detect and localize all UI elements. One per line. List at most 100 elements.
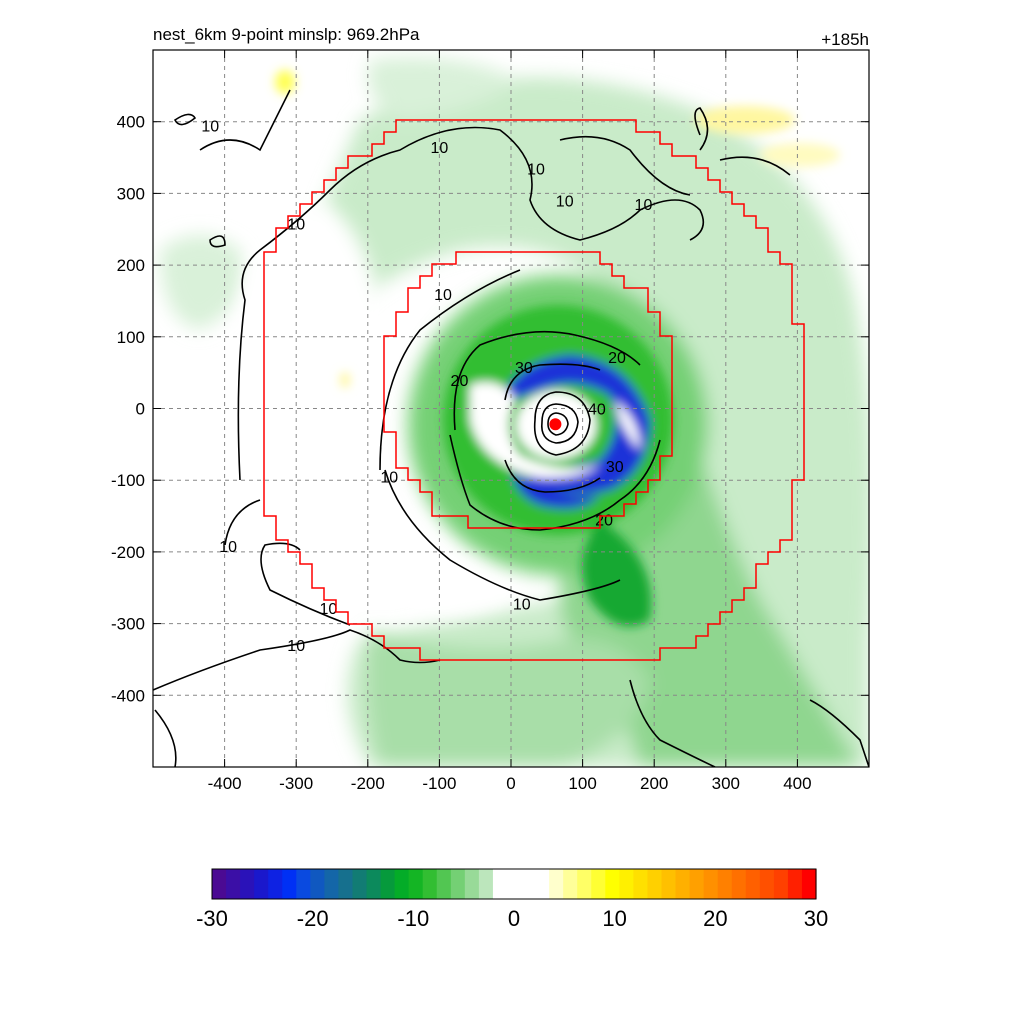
- contour-label: 10: [287, 638, 305, 655]
- contour-label: 10: [380, 470, 398, 487]
- colorbar-swatch: [731, 869, 747, 899]
- colorbar-swatch: [240, 869, 255, 899]
- nest-boundaries: [263, 119, 805, 661]
- contour-20: [449, 330, 661, 531]
- contour-label: 10: [431, 140, 449, 157]
- colorbar-swatch: [521, 869, 536, 899]
- colorbar-frame: [211, 868, 817, 900]
- contour-labels: 10 10 10 10 10 10 10 10 10 10 10 10 20 20 20 30 30 40: [201, 118, 653, 655]
- colorbar-swatch: [226, 869, 241, 899]
- contour-label: 10: [320, 601, 338, 618]
- contour-label: 30: [606, 459, 624, 476]
- colorbar-swatch: [422, 869, 438, 899]
- contour-label: 10: [219, 539, 237, 556]
- contour-label-text: 10: [513, 597, 531, 614]
- contour-label-text: 10: [287, 638, 305, 655]
- colorbar-tick-label: -20: [297, 906, 329, 931]
- colorbar-swatch: [296, 869, 311, 899]
- x-tick-label: 100: [568, 774, 596, 793]
- contour-label: 20: [451, 373, 469, 390]
- colorbar-swatch: [633, 869, 649, 899]
- contour-label-text: 40: [588, 402, 606, 419]
- contour-label-text: 20: [595, 513, 613, 530]
- colorbar-swatch: [787, 869, 803, 899]
- colorbar-tick-label: 0: [508, 906, 520, 931]
- contour-40: [533, 391, 591, 456]
- colorbar-swatch: [801, 869, 817, 899]
- colorbar-swatch: [535, 869, 550, 899]
- colorbar-swatch: [464, 869, 480, 899]
- colorbar: -30 -20 -10 0 10 20 30: [196, 868, 828, 931]
- y-tick-label: 100: [117, 328, 145, 347]
- colorbar-swatch: [703, 869, 719, 899]
- contour-label-text: 10: [201, 118, 219, 135]
- y-tick-label: 300: [117, 184, 145, 203]
- x-tick-label: -200: [351, 774, 385, 793]
- colorbar-swatch: [647, 869, 663, 899]
- x-tick-label: -300: [279, 774, 313, 793]
- colorbar-swatch: [549, 869, 564, 899]
- contour-label: 20: [595, 513, 613, 530]
- colorbar-tick-label: -10: [397, 906, 429, 931]
- y-tick-label: -200: [111, 543, 145, 562]
- colorbar-swatch: [450, 869, 466, 899]
- colorbar-swatch: [591, 869, 606, 899]
- x-tick-label: 0: [506, 774, 515, 793]
- colorbar-swatch: [492, 869, 508, 899]
- y-tick-label: 400: [117, 113, 145, 132]
- colorbar-swatch: [506, 869, 522, 899]
- contour-label: 10: [527, 161, 545, 178]
- contour-label-text: 10: [527, 161, 545, 178]
- colorbar-swatch: [717, 869, 733, 899]
- contour-label-text: 10: [556, 194, 574, 211]
- contour-label: 10: [287, 217, 305, 234]
- x-tick-label: 200: [640, 774, 668, 793]
- contour-label: 30: [515, 360, 533, 377]
- colorbar-swatch: [324, 869, 340, 899]
- colorbar-swatch: [759, 869, 775, 899]
- colorbar-swatch: [563, 869, 578, 899]
- x-tick-label: -100: [422, 774, 456, 793]
- colorbar-swatch: [745, 869, 761, 899]
- colorbar-swatch: [675, 869, 691, 899]
- contour-label-text: 30: [606, 459, 624, 476]
- wind-contours: [153, 89, 869, 767]
- contour-label-text: 10: [431, 140, 449, 157]
- y-tick-label: -100: [111, 471, 145, 490]
- y-tick-label: -400: [111, 686, 145, 705]
- colorbar-swatch: [394, 869, 410, 899]
- contour-label: 10: [635, 197, 653, 214]
- storm-center-marker: [549, 418, 562, 431]
- contour-label-text: 10: [287, 217, 305, 234]
- nest-boundary: [383, 251, 673, 529]
- contour-label-text: 20: [451, 373, 469, 390]
- contour-10-outer: [153, 89, 705, 691]
- contour-label-text: 20: [608, 350, 626, 367]
- contour-label-text: 10: [434, 287, 452, 304]
- contour-label: 10: [434, 287, 452, 304]
- y-tick-label: 200: [117, 256, 145, 275]
- contour-10-east: [154, 107, 869, 767]
- contour-label: 40: [588, 402, 606, 419]
- chart-title: nest_6km 9-point minslp: 969.2hPa: [153, 25, 420, 44]
- contour-label-text: 10: [320, 601, 338, 618]
- colorbar-tick-label: 30: [804, 906, 828, 931]
- colorbar-swatch: [478, 869, 494, 899]
- colorbar-swatch: [577, 869, 592, 899]
- colorbar-tick-label: 10: [602, 906, 626, 931]
- colorbar-swatch: [619, 869, 634, 899]
- colorbar-swatch: [689, 869, 705, 899]
- colorbar-swatch: [380, 869, 396, 899]
- colorbar-swatch: [310, 869, 325, 899]
- contour-label-text: 10: [635, 197, 653, 214]
- colorbar-swatch: [436, 869, 452, 899]
- colorbar-swatch: [282, 869, 297, 899]
- contour-30: [504, 363, 601, 493]
- axes: -400 -300 -200 -100 0 100 200 300 40040030020010…: [111, 50, 869, 793]
- contour-label-text: 10: [380, 470, 398, 487]
- colorbar-swatch: [352, 869, 368, 899]
- nest-boundary: [263, 119, 805, 661]
- colorbar-swatch: [254, 869, 269, 899]
- x-tick-label: 300: [712, 774, 740, 793]
